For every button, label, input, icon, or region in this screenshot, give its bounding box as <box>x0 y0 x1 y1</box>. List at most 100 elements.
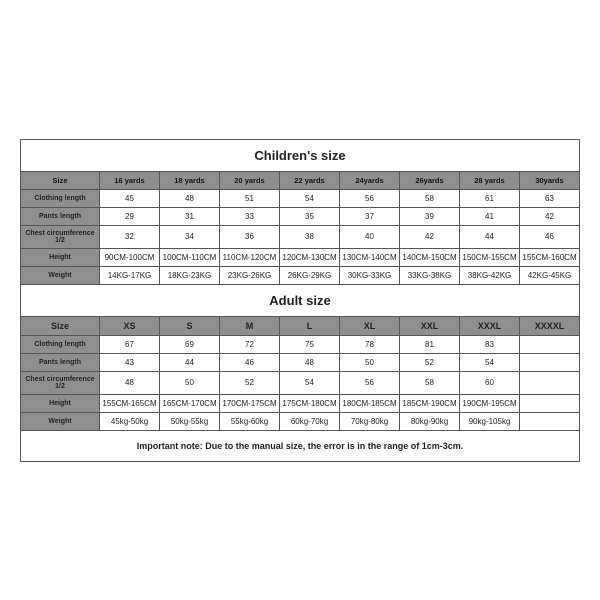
children-row-cell: 34 <box>160 225 220 248</box>
size-chart-table: Children's sizeSize16 yards18 yards20 ya… <box>20 139 580 462</box>
children-header-col: 16 yards <box>100 171 160 189</box>
children-header-col: 28 yards <box>460 171 520 189</box>
adult-row-cell <box>520 394 580 412</box>
adult-row-cell <box>520 412 580 430</box>
children-row-cell: 140CM-150CM <box>400 248 460 266</box>
children-row-cell: 44 <box>460 225 520 248</box>
adult-row-cell: 54 <box>460 353 520 371</box>
children-row-cell: 120CM-130CM <box>280 248 340 266</box>
children-row-cell: 42 <box>520 207 580 225</box>
adult-row-label: Clothing length <box>21 335 100 353</box>
children-row-cell: 26KG-29KG <box>280 266 340 284</box>
adult-row-cell: 185CM-190CM <box>400 394 460 412</box>
children-row-cell: 38KG-42KG <box>460 266 520 284</box>
adult-row-cell: 52 <box>400 353 460 371</box>
children-row-cell: 61 <box>460 189 520 207</box>
adult-row-label: Height <box>21 394 100 412</box>
children-row-cell: 32 <box>100 225 160 248</box>
children-header-col: 22 yards <box>280 171 340 189</box>
adult-row-cell: 52 <box>220 371 280 394</box>
adult-header-col: M <box>220 316 280 335</box>
adult-row-cell <box>520 353 580 371</box>
adult-row-cell: 175CM-180CM <box>280 394 340 412</box>
adult-header-col: XXL <box>400 316 460 335</box>
adult-row-cell: 46 <box>220 353 280 371</box>
children-row-cell: 155CM-160CM <box>520 248 580 266</box>
children-title: Children's size <box>21 139 580 171</box>
children-row-cell: 40 <box>340 225 400 248</box>
children-row-cell: 39 <box>400 207 460 225</box>
children-header-col: 18 yards <box>160 171 220 189</box>
adult-row-cell <box>520 371 580 394</box>
children-row-cell: 38 <box>280 225 340 248</box>
adult-row-label: Chest circumference 1/2 <box>21 371 100 394</box>
children-row-label: Clothing length <box>21 189 100 207</box>
children-row-cell: 46 <box>520 225 580 248</box>
children-row-cell: 23KG-26KG <box>220 266 280 284</box>
adult-row-cell: 190CM-195CM <box>460 394 520 412</box>
adult-row-cell: 48 <box>280 353 340 371</box>
adult-row-cell: 72 <box>220 335 280 353</box>
children-row-cell: 45 <box>100 189 160 207</box>
adult-row-cell: 50kg-55kg <box>160 412 220 430</box>
children-row-cell: 41 <box>460 207 520 225</box>
adult-row-cell: 54 <box>280 371 340 394</box>
adult-row-cell: 155CM-165CM <box>100 394 160 412</box>
adult-row-cell: 180CM-185CM <box>340 394 400 412</box>
children-row-label: Weight <box>21 266 100 284</box>
children-row-cell: 51 <box>220 189 280 207</box>
children-header-label: Size <box>21 171 100 189</box>
children-row-cell: 14KG-17KG <box>100 266 160 284</box>
children-row-cell: 110CM-120CM <box>220 248 280 266</box>
children-header-col: 30yards <box>520 171 580 189</box>
adult-row-cell: 56 <box>340 371 400 394</box>
adult-row-cell: 58 <box>400 371 460 394</box>
adult-header-col: L <box>280 316 340 335</box>
adult-row-cell: 170CM-175CM <box>220 394 280 412</box>
children-row-cell: 31 <box>160 207 220 225</box>
children-row-cell: 56 <box>340 189 400 207</box>
adult-row-cell: 60kg-70kg <box>280 412 340 430</box>
children-header-col: 26yards <box>400 171 460 189</box>
adult-row-cell <box>520 335 580 353</box>
children-row-cell: 37 <box>340 207 400 225</box>
important-note: Important note: Due to the manual size, … <box>21 430 580 461</box>
children-row-cell: 18KG-23KG <box>160 266 220 284</box>
children-row-cell: 54 <box>280 189 340 207</box>
adult-header-col: XXXL <box>460 316 520 335</box>
adult-row-cell: 67 <box>100 335 160 353</box>
children-row-cell: 30KG-33KG <box>340 266 400 284</box>
children-row-cell: 90CM-100CM <box>100 248 160 266</box>
children-row-cell: 63 <box>520 189 580 207</box>
adult-row-cell: 44 <box>160 353 220 371</box>
children-row-cell: 33 <box>220 207 280 225</box>
children-row-cell: 58 <box>400 189 460 207</box>
children-row-label: Chest circumference 1/2 <box>21 225 100 248</box>
adult-header-col: XL <box>340 316 400 335</box>
adult-row-cell: 69 <box>160 335 220 353</box>
adult-row-label: Weight <box>21 412 100 430</box>
adult-row-cell: 50 <box>340 353 400 371</box>
children-row-cell: 48 <box>160 189 220 207</box>
adult-header-col: XS <box>100 316 160 335</box>
children-row-cell: 29 <box>100 207 160 225</box>
adult-header-label: Size <box>21 316 100 335</box>
adult-row-cell: 50 <box>160 371 220 394</box>
children-row-label: Pants length <box>21 207 100 225</box>
adult-title: Adult size <box>21 284 580 316</box>
adult-row-cell: 48 <box>100 371 160 394</box>
children-header-col: 20 yards <box>220 171 280 189</box>
children-row-cell: 33KG-38KG <box>400 266 460 284</box>
children-header-col: 24yards <box>340 171 400 189</box>
children-row-cell: 100CM-110CM <box>160 248 220 266</box>
adult-row-label: Pants length <box>21 353 100 371</box>
adult-row-cell: 165CM-170CM <box>160 394 220 412</box>
children-row-cell: 130CM-140CM <box>340 248 400 266</box>
children-row-label: Height <box>21 248 100 266</box>
children-row-cell: 150CM-155CM <box>460 248 520 266</box>
children-row-cell: 36 <box>220 225 280 248</box>
adult-row-cell: 90kg-105kg <box>460 412 520 430</box>
adult-row-cell: 80kg-90kg <box>400 412 460 430</box>
children-row-cell: 42 <box>400 225 460 248</box>
adult-row-cell: 43 <box>100 353 160 371</box>
